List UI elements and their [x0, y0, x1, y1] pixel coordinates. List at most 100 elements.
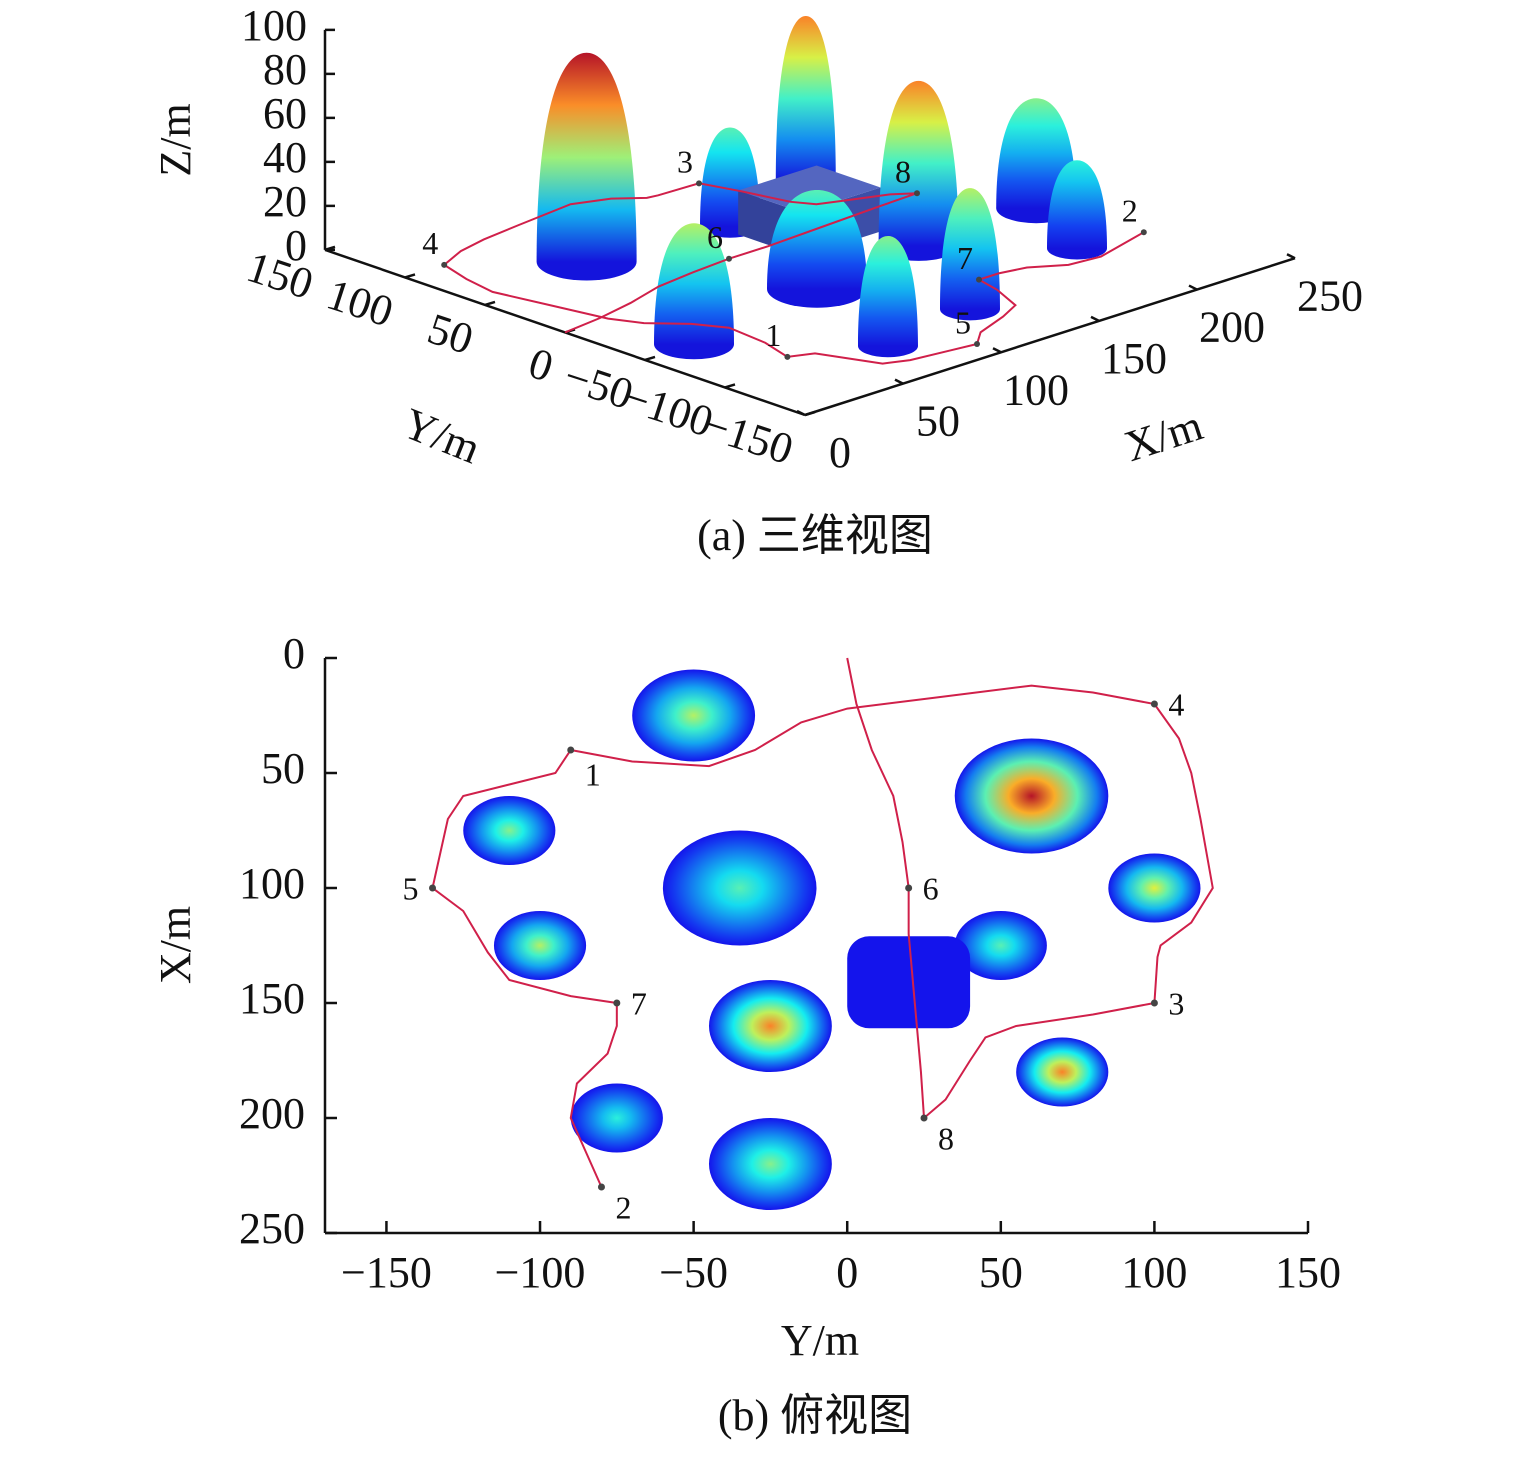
- waypoint-3d: [914, 190, 920, 197]
- z-tick-label: 40: [263, 133, 307, 182]
- obstacle-3d: [858, 235, 918, 358]
- waypoint-label: 1: [585, 756, 601, 792]
- y-tick-label-3d: 100: [321, 270, 399, 337]
- waypoint-3d: [441, 261, 448, 268]
- waypoint-label: 2: [615, 1189, 631, 1225]
- waypoint-3d: [974, 341, 980, 348]
- waypoint-label-3d: 2: [1122, 193, 1138, 229]
- waypoint-label-3d: 3: [677, 144, 693, 180]
- scene-3d: [536, 16, 1107, 360]
- waypoint-label: 8: [938, 1120, 954, 1156]
- obstacle: [662, 830, 817, 946]
- x-tick-label: 100: [1121, 1248, 1187, 1297]
- waypoint-3d: [696, 180, 702, 187]
- x-tick-3d: [894, 378, 904, 385]
- obstacle: [954, 738, 1109, 854]
- y-tick-label-3d: −50: [558, 351, 639, 419]
- waypoint-label-3d: 7: [957, 240, 973, 276]
- x-axis-title-3d: X/m: [1119, 400, 1209, 471]
- waypoint: [920, 1114, 928, 1122]
- obstacle: [570, 1083, 663, 1153]
- y-tick-3d: [644, 355, 656, 362]
- x-tick-3d: [796, 409, 806, 417]
- x-tick-label-3d: 100: [1003, 365, 1069, 414]
- obstacle-3d: [1047, 160, 1107, 260]
- waypoint-3d: [784, 353, 791, 360]
- obstacle: [463, 796, 556, 865]
- y-tick-label: 50: [261, 744, 305, 793]
- waypoint-label: 7: [631, 985, 647, 1021]
- x-axis-title: Y/m: [781, 1316, 859, 1365]
- y-tick-label: 150: [239, 974, 305, 1023]
- y-tick-label: 100: [239, 859, 305, 908]
- obstacle: [954, 911, 1047, 980]
- x-axis-3d: [804, 257, 1296, 417]
- caption-b: (b) 俯视图: [718, 1391, 912, 1440]
- z-tick-label: 60: [263, 89, 307, 138]
- y-tick-label: 200: [239, 1089, 305, 1138]
- waypoint: [613, 999, 621, 1007]
- x-tick-label: −50: [659, 1248, 728, 1297]
- x-tick-3d: [1188, 284, 1198, 291]
- caption-a: (a) 三维视图: [697, 511, 933, 560]
- x-tick-label: 50: [979, 1248, 1023, 1297]
- y-tick-label: 0: [283, 629, 305, 678]
- obstacle: [1016, 1037, 1109, 1107]
- waypoint-3d: [726, 255, 732, 262]
- x-tick-label: 0: [836, 1248, 858, 1297]
- waypoint-label-3d: 4: [422, 225, 438, 261]
- obstacle: [493, 911, 587, 980]
- y-axis-title: X/m: [151, 906, 200, 984]
- obstacle-3d: [775, 16, 836, 193]
- x-tick-label: −100: [495, 1248, 586, 1297]
- waypoint-label-3d: 6: [707, 219, 723, 255]
- waypoint-label-3d: 8: [895, 154, 911, 190]
- y-tick-3d: [484, 300, 496, 307]
- x-tick-3d: [1090, 315, 1100, 323]
- z-tick-label: 100: [241, 1, 307, 50]
- waypoint: [1150, 700, 1158, 708]
- x-tick-label-3d: 50: [916, 397, 960, 446]
- obstacle: [708, 980, 832, 1072]
- z-tick-label: 0: [285, 221, 307, 270]
- y-tick-3d: [404, 273, 416, 279]
- waypoint-3d: [1140, 229, 1147, 236]
- waypoint-label-3d: 1: [765, 317, 781, 353]
- waypoint-label: 5: [403, 870, 419, 906]
- waypoint: [905, 884, 913, 892]
- y-axis-title-3d: Y/m: [396, 399, 487, 474]
- waypoint-label: 3: [1168, 985, 1184, 1021]
- waypoint: [567, 746, 575, 754]
- path-3d: [442, 182, 1145, 365]
- obstacle: [632, 669, 756, 762]
- waypoint-3d: [976, 276, 982, 283]
- z-tick-label: 80: [263, 45, 307, 94]
- x-tick-label-3d: 200: [1199, 303, 1265, 352]
- obstacle-3d: [878, 80, 959, 261]
- waypoint: [597, 1183, 605, 1191]
- y-tick-3d: [804, 410, 816, 417]
- waypoint: [1150, 999, 1158, 1007]
- building: [847, 936, 971, 1029]
- x-tick-3d: [992, 347, 1002, 354]
- waypoint-label: 4: [1168, 686, 1184, 722]
- y-tick-3d: [724, 383, 736, 389]
- y-tick-3d: [324, 245, 336, 252]
- obstacle-3d: [536, 52, 637, 281]
- y-tick-label: 250: [239, 1204, 305, 1253]
- path: [431, 657, 1214, 1188]
- waypoint-label-3d: 5: [955, 304, 971, 340]
- y-tick-label-3d: 50: [422, 304, 479, 364]
- x-tick-label-3d: 0: [829, 428, 851, 477]
- x-tick-3d: [1286, 253, 1296, 260]
- waypoint: [429, 884, 437, 892]
- waypoint-label: 6: [923, 870, 939, 906]
- x-tick-label: −150: [341, 1248, 432, 1297]
- obstacle: [708, 1118, 832, 1210]
- z-tick-label: 20: [263, 177, 307, 226]
- x-tick-label-3d: 150: [1101, 334, 1167, 383]
- x-tick-label: 150: [1275, 1248, 1341, 1297]
- building-top: [738, 165, 881, 213]
- obstacle: [1108, 853, 1201, 923]
